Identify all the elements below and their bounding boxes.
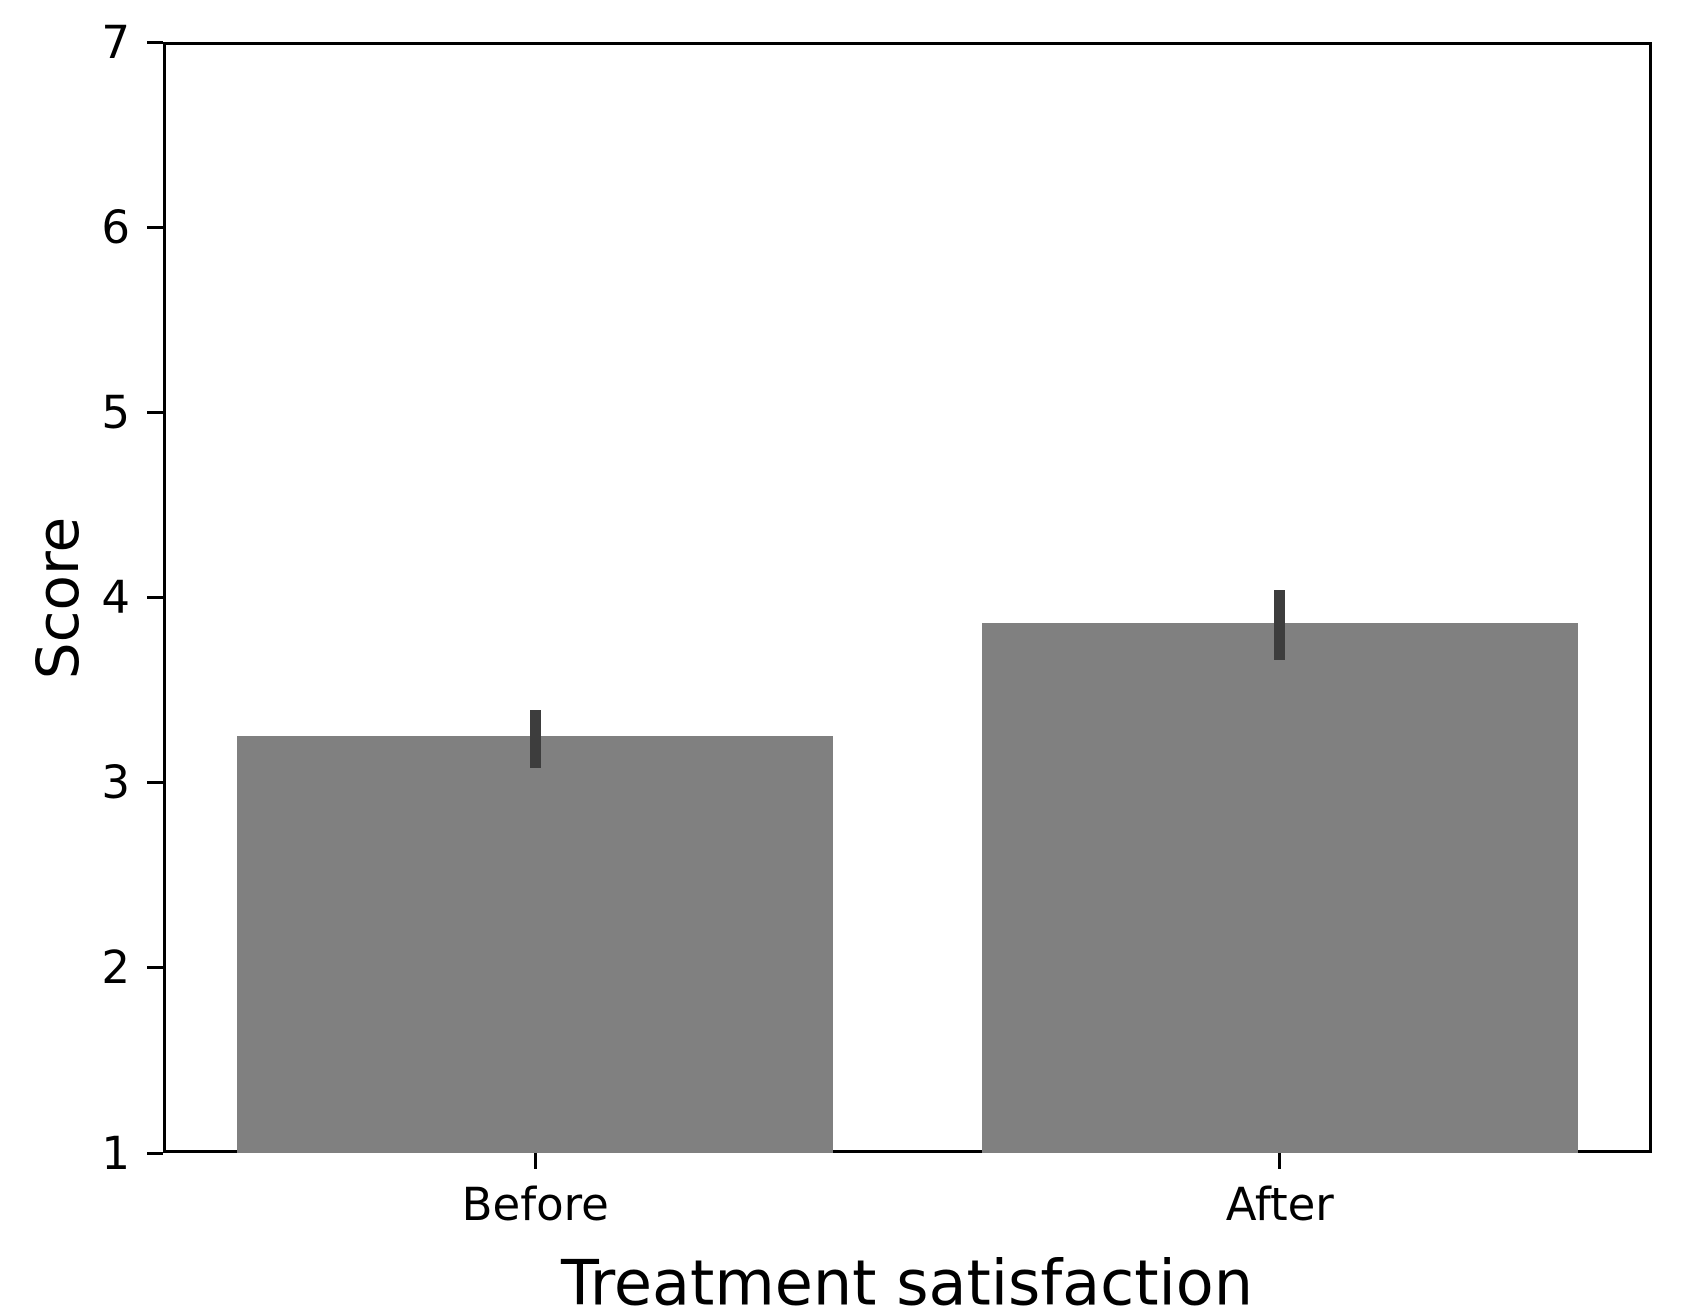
x-tick-label-before: Before	[461, 1178, 609, 1231]
bar-before	[237, 736, 834, 1153]
y-tick-label-1: 1	[101, 1126, 130, 1180]
y-tick	[147, 781, 163, 785]
error-bar-before	[529, 710, 541, 768]
x-tick-label-after: After	[1225, 1178, 1334, 1231]
y-tick	[147, 410, 163, 414]
x-axis-label: Treatment satisfaction	[561, 1246, 1253, 1314]
error-bar-after	[1274, 590, 1286, 661]
y-axis-label: Score	[24, 516, 92, 680]
y-tick	[147, 225, 163, 229]
plot-area	[163, 42, 1652, 1153]
y-tick-label-5: 5	[101, 385, 130, 439]
x-tick	[533, 1153, 537, 1169]
y-tick-label-6: 6	[101, 200, 130, 254]
bar-after	[981, 623, 1578, 1153]
x-tick	[1278, 1153, 1282, 1169]
y-tick-label-2: 2	[101, 941, 130, 995]
y-tick	[147, 1151, 163, 1155]
y-tick-label-4: 4	[101, 571, 130, 624]
y-tick	[147, 966, 163, 970]
y-tick-label-7: 7	[101, 15, 130, 69]
y-tick	[147, 40, 163, 44]
y-tick-label-3: 3	[101, 756, 130, 810]
y-tick	[147, 596, 163, 599]
